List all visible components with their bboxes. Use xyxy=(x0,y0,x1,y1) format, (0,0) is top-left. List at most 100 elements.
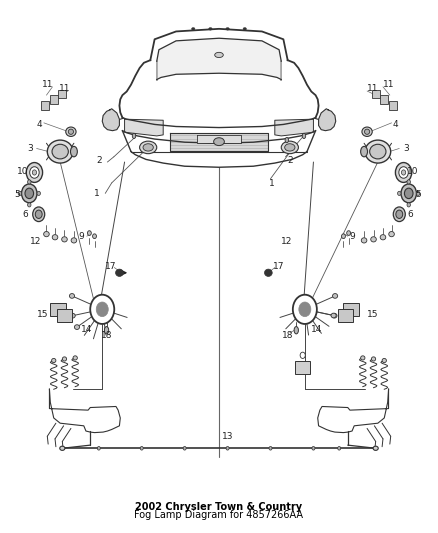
Ellipse shape xyxy=(215,52,223,58)
Text: 18: 18 xyxy=(282,331,293,340)
Ellipse shape xyxy=(401,184,417,203)
FancyBboxPatch shape xyxy=(50,95,58,103)
Ellipse shape xyxy=(347,231,350,236)
Text: 17: 17 xyxy=(272,262,284,271)
Ellipse shape xyxy=(399,167,408,178)
Ellipse shape xyxy=(226,28,230,30)
Ellipse shape xyxy=(52,235,58,240)
Ellipse shape xyxy=(371,357,376,361)
Text: 11: 11 xyxy=(383,80,394,89)
Ellipse shape xyxy=(28,180,31,184)
Ellipse shape xyxy=(35,210,42,219)
Text: 18: 18 xyxy=(101,331,112,340)
Polygon shape xyxy=(157,38,281,79)
Ellipse shape xyxy=(294,327,298,334)
Text: 6: 6 xyxy=(407,210,413,219)
Text: 5: 5 xyxy=(415,190,421,199)
Ellipse shape xyxy=(28,203,31,207)
Text: 3: 3 xyxy=(403,144,409,153)
Ellipse shape xyxy=(208,28,212,30)
Text: Fog Lamp Diagram for 4857266AA: Fog Lamp Diagram for 4857266AA xyxy=(134,510,304,520)
Polygon shape xyxy=(124,119,163,136)
Ellipse shape xyxy=(285,144,295,151)
FancyBboxPatch shape xyxy=(338,309,353,322)
Ellipse shape xyxy=(70,313,75,318)
Ellipse shape xyxy=(26,163,42,182)
Ellipse shape xyxy=(342,234,346,239)
Text: 15: 15 xyxy=(37,310,49,319)
Ellipse shape xyxy=(69,294,74,298)
Ellipse shape xyxy=(140,141,157,154)
Text: 9: 9 xyxy=(79,232,85,241)
Ellipse shape xyxy=(269,447,272,450)
Ellipse shape xyxy=(382,358,386,362)
Ellipse shape xyxy=(52,358,56,362)
Ellipse shape xyxy=(281,141,298,154)
Ellipse shape xyxy=(226,447,229,450)
FancyBboxPatch shape xyxy=(295,360,310,374)
Ellipse shape xyxy=(88,231,91,236)
Ellipse shape xyxy=(214,138,224,146)
Ellipse shape xyxy=(364,129,370,134)
Text: 14: 14 xyxy=(81,325,92,334)
Ellipse shape xyxy=(362,127,372,136)
Ellipse shape xyxy=(60,446,65,450)
Ellipse shape xyxy=(143,144,153,151)
Ellipse shape xyxy=(338,447,341,450)
Ellipse shape xyxy=(21,184,37,203)
Text: 1: 1 xyxy=(269,180,275,189)
Ellipse shape xyxy=(18,191,21,196)
Text: 3: 3 xyxy=(27,144,33,153)
Text: 15: 15 xyxy=(367,310,378,319)
Ellipse shape xyxy=(243,28,247,30)
Ellipse shape xyxy=(373,446,378,450)
Ellipse shape xyxy=(370,144,386,159)
Ellipse shape xyxy=(183,447,186,450)
Ellipse shape xyxy=(389,231,394,237)
Text: 2: 2 xyxy=(97,157,102,165)
Polygon shape xyxy=(318,109,336,131)
Ellipse shape xyxy=(52,144,68,159)
Ellipse shape xyxy=(37,191,40,196)
Text: 14: 14 xyxy=(311,325,322,334)
Ellipse shape xyxy=(104,327,109,334)
Text: 6: 6 xyxy=(22,210,28,219)
Text: 4: 4 xyxy=(393,120,399,129)
Ellipse shape xyxy=(285,138,289,143)
FancyBboxPatch shape xyxy=(380,95,388,103)
Text: 12: 12 xyxy=(30,237,41,246)
Polygon shape xyxy=(197,135,241,143)
Text: 5: 5 xyxy=(14,190,20,199)
Circle shape xyxy=(96,302,108,317)
Ellipse shape xyxy=(32,170,37,175)
Ellipse shape xyxy=(191,28,195,30)
Ellipse shape xyxy=(380,235,386,240)
Ellipse shape xyxy=(140,447,143,450)
Text: 2: 2 xyxy=(287,157,293,165)
Text: 13: 13 xyxy=(222,432,233,441)
Ellipse shape xyxy=(407,203,410,207)
Circle shape xyxy=(90,295,114,324)
FancyBboxPatch shape xyxy=(372,90,380,98)
Ellipse shape xyxy=(396,163,412,182)
Circle shape xyxy=(293,295,317,324)
Ellipse shape xyxy=(92,234,96,239)
Text: 10: 10 xyxy=(407,167,419,176)
Ellipse shape xyxy=(396,210,403,219)
Ellipse shape xyxy=(331,313,336,318)
Ellipse shape xyxy=(417,191,420,196)
Text: 1: 1 xyxy=(94,189,100,198)
Ellipse shape xyxy=(30,167,39,178)
Ellipse shape xyxy=(398,191,401,196)
Ellipse shape xyxy=(332,313,337,318)
Ellipse shape xyxy=(68,129,74,134)
Text: 17: 17 xyxy=(105,262,117,271)
Ellipse shape xyxy=(312,447,315,450)
FancyBboxPatch shape xyxy=(58,90,66,98)
Ellipse shape xyxy=(116,269,123,277)
Ellipse shape xyxy=(401,170,406,175)
Ellipse shape xyxy=(361,238,367,243)
FancyBboxPatch shape xyxy=(343,303,359,316)
Ellipse shape xyxy=(360,147,367,157)
Text: 2002 Chrysler Town & Country: 2002 Chrysler Town & Country xyxy=(135,502,303,512)
